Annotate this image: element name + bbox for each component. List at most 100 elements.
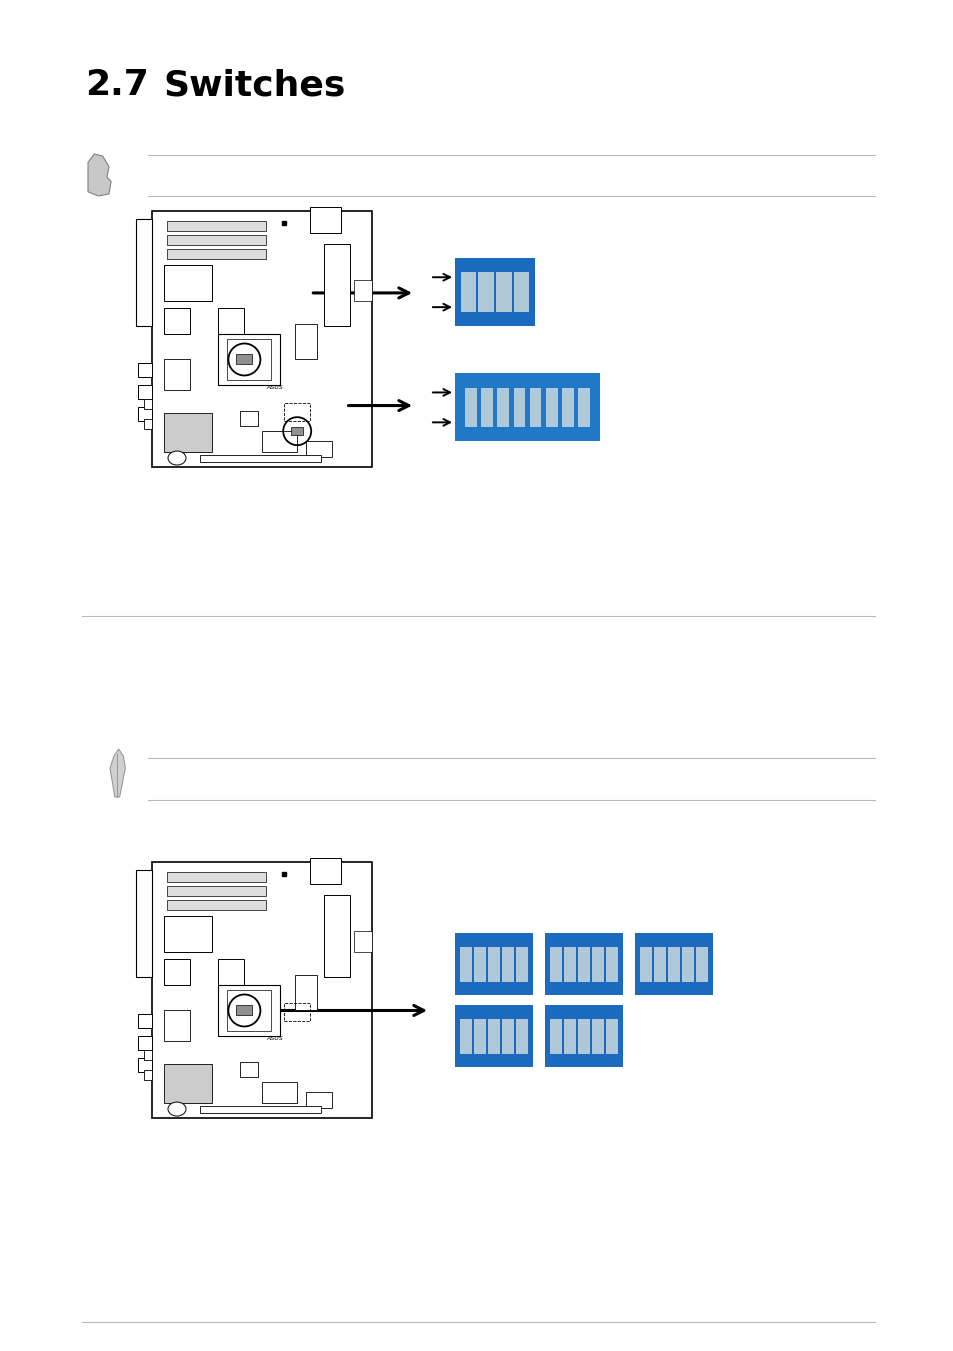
PathPatch shape — [88, 154, 111, 196]
Bar — [496, 273, 511, 312]
Bar — [164, 308, 191, 334]
Bar — [167, 222, 266, 231]
Bar — [262, 1082, 297, 1102]
Bar — [455, 1005, 533, 1067]
Bar — [514, 273, 529, 312]
Bar — [218, 959, 244, 985]
Bar — [236, 1005, 253, 1016]
Bar — [561, 388, 573, 427]
Bar — [488, 947, 499, 982]
Bar — [236, 354, 253, 365]
Bar — [144, 399, 152, 408]
Bar — [218, 985, 279, 1036]
Bar — [516, 1019, 527, 1055]
Bar — [164, 1011, 191, 1042]
Bar — [310, 208, 341, 232]
Bar — [474, 947, 485, 982]
Bar — [592, 947, 603, 982]
Bar — [354, 280, 372, 301]
Bar — [323, 245, 350, 326]
Bar — [138, 1015, 152, 1028]
Bar — [164, 265, 213, 301]
Bar — [474, 1019, 485, 1055]
Bar — [294, 974, 316, 1011]
Bar — [152, 211, 372, 467]
Bar — [284, 403, 310, 422]
Bar — [284, 1002, 310, 1021]
Bar — [152, 862, 372, 1119]
Bar — [501, 1019, 513, 1055]
Bar — [550, 947, 561, 982]
Bar — [138, 385, 152, 400]
Bar — [138, 1058, 152, 1073]
Bar — [227, 990, 271, 1031]
Bar — [544, 1005, 622, 1067]
Bar — [605, 1019, 617, 1055]
Bar — [164, 959, 191, 985]
Bar — [477, 273, 494, 312]
Bar — [460, 273, 476, 312]
PathPatch shape — [110, 748, 125, 797]
Bar — [513, 388, 525, 427]
Bar — [144, 1050, 152, 1059]
Bar — [501, 947, 513, 982]
Bar — [455, 934, 533, 996]
Bar — [578, 1019, 589, 1055]
Bar — [218, 334, 279, 385]
Bar — [578, 388, 589, 427]
Bar — [167, 871, 266, 882]
Bar — [354, 931, 372, 951]
Bar — [306, 1093, 332, 1108]
Bar — [294, 324, 316, 359]
Bar — [516, 947, 527, 982]
Bar — [578, 947, 589, 982]
Bar — [654, 947, 665, 982]
Bar — [144, 419, 152, 428]
Bar — [138, 363, 152, 377]
Bar — [138, 1036, 152, 1050]
Bar — [167, 886, 266, 896]
Bar — [529, 388, 541, 427]
Text: ASUS: ASUS — [266, 385, 283, 390]
Bar — [681, 947, 693, 982]
Bar — [488, 1019, 499, 1055]
Bar — [306, 442, 332, 457]
Bar — [455, 373, 599, 442]
Bar — [497, 388, 509, 427]
Ellipse shape — [168, 451, 186, 465]
Bar — [136, 219, 152, 326]
Bar — [592, 1019, 603, 1055]
Bar — [310, 858, 341, 884]
Bar — [564, 947, 576, 982]
Bar — [696, 947, 707, 982]
Bar — [164, 1065, 213, 1102]
Bar — [164, 916, 213, 951]
Text: 2.7: 2.7 — [85, 68, 149, 101]
Text: ASUS: ASUS — [266, 1036, 283, 1042]
Bar — [200, 1106, 321, 1113]
Bar — [545, 388, 557, 427]
Bar — [167, 249, 266, 259]
Bar — [455, 258, 535, 326]
Bar — [667, 947, 679, 982]
Bar — [262, 431, 297, 451]
Bar — [138, 408, 152, 422]
Bar — [635, 934, 712, 996]
Bar — [605, 947, 617, 982]
Bar — [167, 900, 266, 911]
Bar — [639, 947, 651, 982]
Bar — [164, 359, 191, 390]
Bar — [240, 411, 257, 426]
Bar — [144, 1070, 152, 1079]
Bar — [460, 1019, 472, 1055]
Bar — [550, 1019, 561, 1055]
Bar — [480, 388, 493, 427]
Bar — [164, 413, 213, 451]
Ellipse shape — [168, 1102, 186, 1116]
Bar — [200, 455, 321, 462]
Bar — [564, 1019, 576, 1055]
Bar — [291, 427, 303, 435]
Bar — [136, 870, 152, 977]
Bar — [240, 1062, 257, 1077]
Bar — [460, 947, 472, 982]
